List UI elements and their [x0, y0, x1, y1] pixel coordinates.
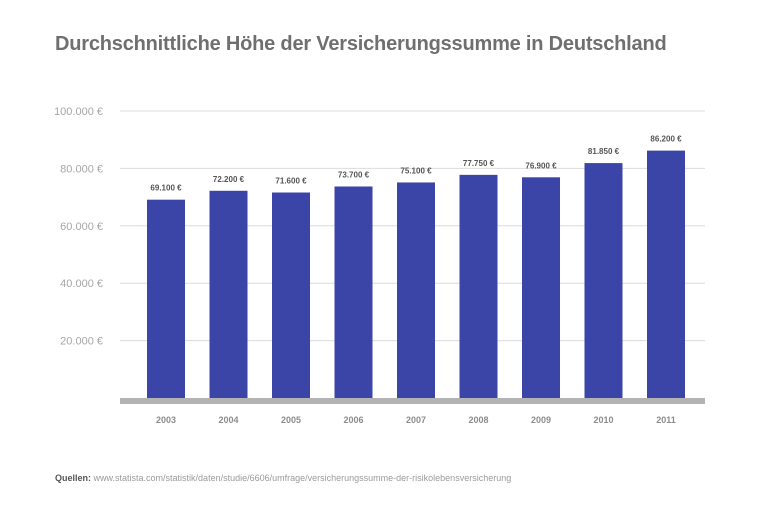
y-tick-label: 100.000 €	[54, 106, 103, 118]
x-tick-label: 2004	[218, 415, 238, 425]
source-url: www.statista.com/statistik/daten/studie/…	[93, 473, 512, 483]
bar-value-label: 76.900 €	[525, 161, 557, 170]
chart-title: Durchschnittliche Höhe der Versicherungs…	[55, 33, 667, 55]
x-tick-label: 2005	[281, 415, 301, 425]
x-tick-label: 2009	[531, 415, 551, 425]
bar	[334, 186, 373, 398]
x-tick-label: 2006	[343, 415, 363, 425]
bar-value-label: 86.200 €	[650, 135, 682, 144]
bar	[209, 190, 248, 398]
x-tick-label: 2008	[468, 415, 488, 425]
bar-value-label: 73.700 €	[338, 170, 370, 179]
y-tick-label: 20.000 €	[60, 336, 103, 348]
y-tick-label: 60.000 €	[60, 221, 103, 233]
x-axis-baseline	[120, 398, 705, 404]
y-tick-label: 40.000 €	[60, 278, 103, 290]
x-tick-label: 2011	[656, 415, 676, 425]
bar-value-label: 75.100 €	[400, 166, 432, 175]
bar	[522, 177, 560, 398]
bar	[584, 163, 623, 398]
source-note: Quellen: www.statista.com/statistik/date…	[55, 473, 511, 483]
bar-value-label: 71.600 €	[275, 177, 307, 186]
bar-value-label: 69.100 €	[150, 184, 182, 193]
bar-value-label: 72.200 €	[213, 175, 245, 184]
x-tick-label: 2007	[406, 415, 426, 425]
bar	[459, 174, 498, 398]
bar	[397, 182, 435, 398]
bar-value-label: 77.750 €	[463, 159, 495, 168]
bar-value-label: 81.850 €	[588, 147, 620, 156]
source-label: Quellen:	[55, 473, 92, 483]
x-tick-label: 2010	[593, 415, 613, 425]
bar	[147, 199, 185, 398]
bar	[647, 150, 685, 398]
bar	[272, 192, 310, 398]
x-tick-label: 2003	[156, 415, 176, 425]
y-tick-label: 80.000 €	[60, 163, 103, 175]
